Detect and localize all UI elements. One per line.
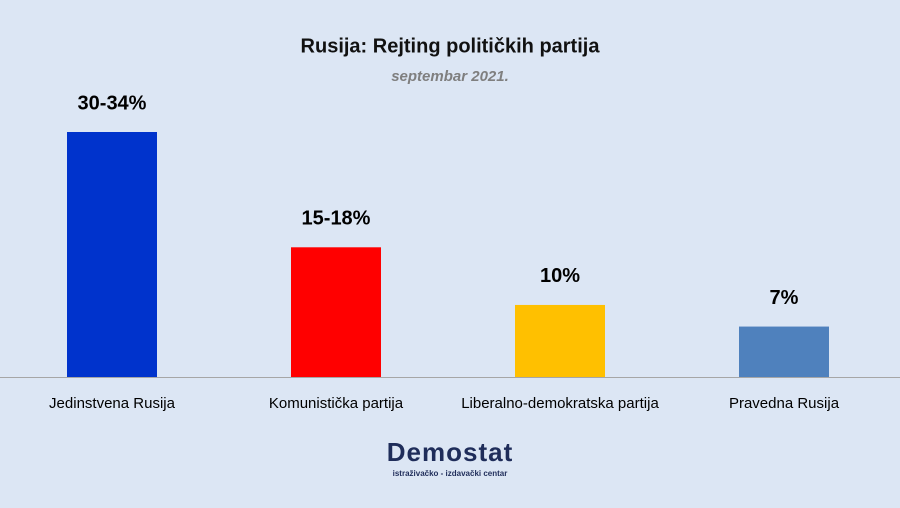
logo-tagline: istraživačko - izdavački centar [393, 469, 508, 478]
bar [515, 304, 605, 377]
logo-name: Demostat [387, 437, 513, 467]
bar [739, 326, 829, 377]
value-label: 15-18% [302, 208, 371, 230]
bar [291, 247, 381, 377]
value-label: 30-34% [78, 92, 147, 114]
value-label: 7% [770, 287, 799, 309]
x-tick-label: Komunistička partija [268, 395, 404, 412]
x-tick-label: Liberalno-demokratska partija [461, 395, 659, 412]
value-label: 10% [540, 265, 580, 287]
bar [67, 132, 157, 377]
x-tick-label: Jedinstvena Rusija [49, 395, 175, 412]
x-tick-label: Pravedna Rusija [728, 395, 840, 412]
chart-subtitle: septembar 2021. [391, 68, 509, 85]
chart-title: Rusija: Rejting političkih partija [301, 35, 601, 57]
